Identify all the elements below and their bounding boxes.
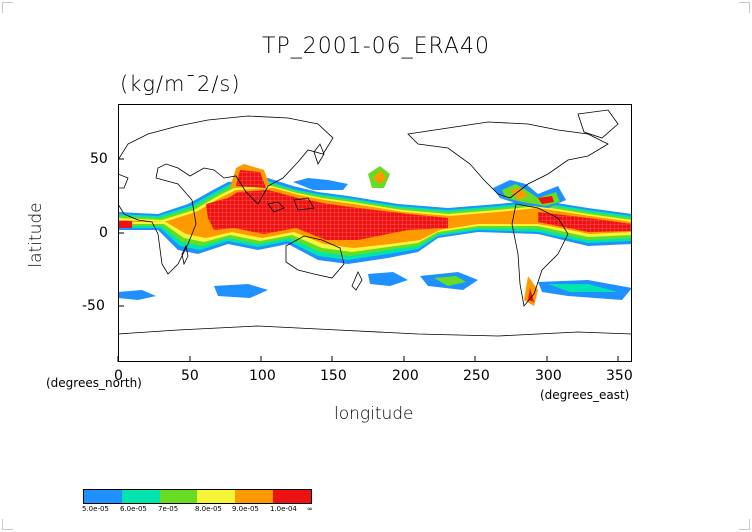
precipitation-field [118,164,632,306]
colorbar-label: 5.0e-05 [82,505,109,513]
x-tick-label: 300 [535,368,562,384]
colorbar-label: 6.0e-05 [120,505,147,513]
x-axis-title: longitude [334,404,414,424]
x-tick-label: 250 [463,368,490,384]
colorbar-swatch [273,490,311,503]
colorbar [83,489,312,504]
map-title: TP_2001-06_ERA40 [262,34,490,59]
colorbar-label: 1.0e-04 [270,505,297,513]
map-units: (kg/m¯2/s) [120,72,241,96]
crop-mark-bottom-right [739,519,750,530]
y-axis-title: latitude [26,202,46,268]
x-tick-label: 50 [181,368,199,384]
y-unit-note: (degrees_north) [46,376,142,390]
colorbar-label: ∞ [307,505,313,513]
x-tick-label: 0 [114,368,123,384]
colorbar-label: 7e-05 [158,505,179,513]
colorbar-swatch [197,490,236,503]
x-tick-label: 150 [320,368,347,384]
coastlines [118,109,632,337]
axis-ticks [117,158,619,362]
x-unit-note: (degrees_east) [540,388,630,402]
colorbar-label: 8.0e-05 [195,505,222,513]
x-tick-label: 100 [249,368,276,384]
colorbar-label: 9.0e-05 [232,505,259,513]
crop-mark-top-right [739,2,750,13]
x-tick-label: 350 [606,368,633,384]
crop-mark-top-left [2,2,13,13]
crop-mark-bottom-left [2,519,13,530]
colorbar-swatch [159,490,198,503]
y-tick-label: 0 [99,225,108,241]
y-tick-label: 50 [90,151,108,167]
x-tick-label: 200 [392,368,419,384]
colorbar-swatch [121,490,160,503]
colorbar-swatch [235,490,274,503]
colorbar-swatch [84,490,122,503]
precipitation-map [118,104,632,362]
y-tick-label: -50 [82,298,105,314]
